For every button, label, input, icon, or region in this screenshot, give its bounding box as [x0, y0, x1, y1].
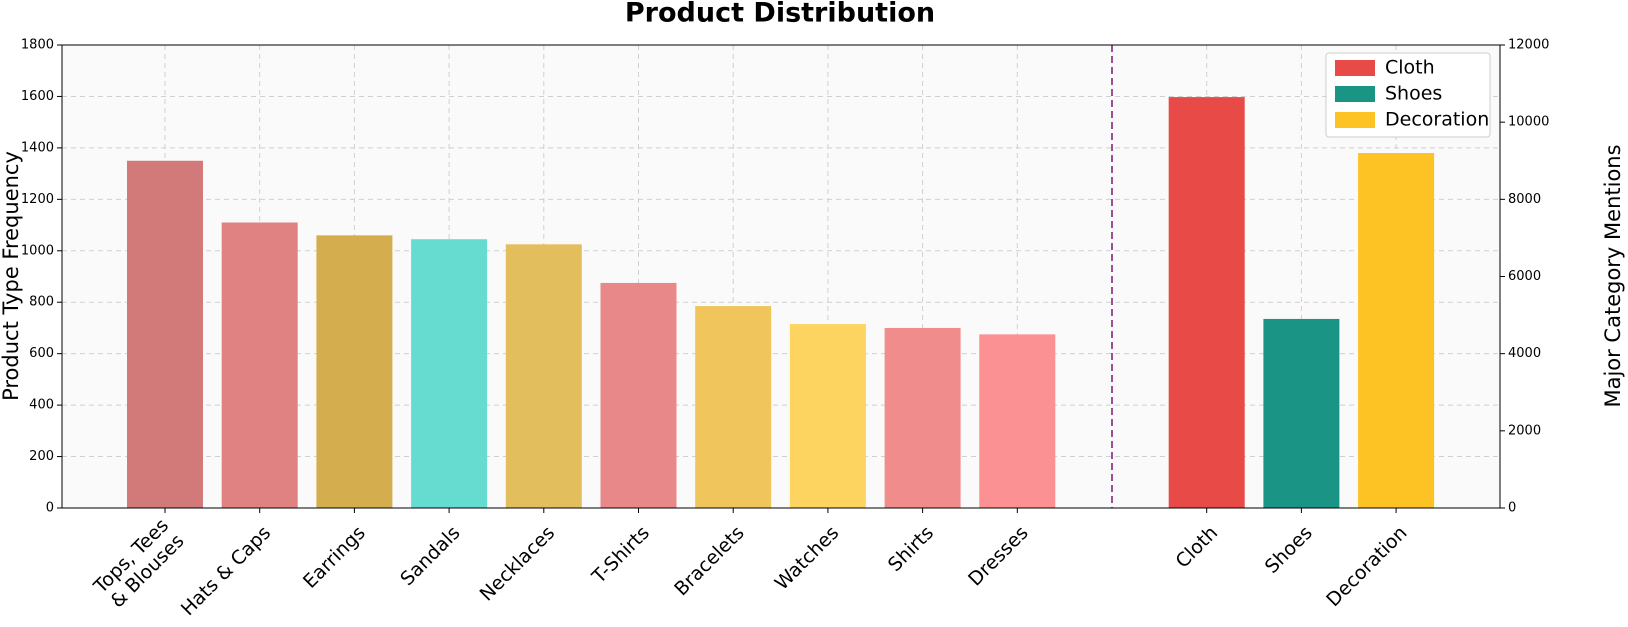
plot-frame: [61, 44, 1501, 509]
legend-label: Cloth: [1385, 57, 1435, 79]
x-tick-label: Necklaces: [476, 522, 560, 606]
x-tick-label: Earrings: [299, 522, 370, 593]
y2-tick-label: 6000: [1508, 269, 1541, 284]
y2-tick-label: 0: [1508, 501, 1516, 516]
bar: [979, 334, 1056, 508]
bar: [411, 239, 488, 509]
x-tick-label: Shirts: [884, 522, 938, 576]
legend-label: Shoes: [1385, 83, 1442, 105]
legend-swatch: [1335, 60, 1375, 76]
y-tick-label: 0: [46, 501, 54, 516]
bar: [1358, 153, 1435, 509]
x-tick-label: Watches: [771, 522, 844, 595]
legend-swatch: [1335, 86, 1375, 102]
bar: [600, 282, 677, 508]
y2-axis-label: Major Category Mentions: [1601, 144, 1625, 407]
bar: [1168, 97, 1245, 509]
x-tick-label: Tops, Tees& Blouses: [89, 514, 188, 613]
legend-swatch: [1335, 112, 1375, 128]
x-tick-label: Bracelets: [670, 522, 748, 600]
y-tick-label: 1800: [21, 38, 54, 53]
y2-tick-label: 2000: [1508, 423, 1541, 438]
bar: [127, 160, 203, 508]
x-tick-label: Decoration: [1322, 522, 1411, 611]
bar: [884, 327, 961, 508]
bar: [316, 235, 393, 508]
y-tick-label: 1600: [21, 89, 54, 104]
x-tick-label: Cloth: [1171, 522, 1222, 573]
bar: [505, 244, 582, 508]
y-tick-label: 1200: [21, 192, 54, 207]
x-tick-label: Sandals: [396, 522, 464, 590]
bar: [221, 222, 298, 508]
y-axis-label: Product Type Frequency: [0, 151, 23, 401]
y-tick-label: 1000: [21, 243, 54, 258]
y2-tick-label: 8000: [1508, 192, 1541, 207]
x-tick-label: Hats & Caps: [177, 522, 275, 620]
bar: [1263, 318, 1340, 508]
x-tick-label: T-Shirts: [587, 522, 654, 589]
y2-tick-label: 12000: [1508, 38, 1549, 53]
y-tick-label: 200: [29, 449, 54, 464]
x-tick-label: Dresses: [964, 522, 1033, 591]
chart-title: Product Distribution: [625, 0, 935, 29]
y2-tick-label: 4000: [1508, 346, 1541, 361]
y-tick-label: 400: [29, 398, 54, 413]
y2-tick-label: 10000: [1508, 115, 1549, 130]
y-tick-label: 600: [29, 346, 54, 361]
x-tick-label: Shoes: [1261, 522, 1317, 578]
y-tick-label: 800: [29, 295, 54, 310]
y-tick-label: 1400: [21, 140, 54, 155]
legend-label: Decoration: [1385, 109, 1489, 131]
bar: [695, 306, 772, 508]
bar: [789, 324, 866, 508]
plot-area: [62, 45, 1500, 508]
